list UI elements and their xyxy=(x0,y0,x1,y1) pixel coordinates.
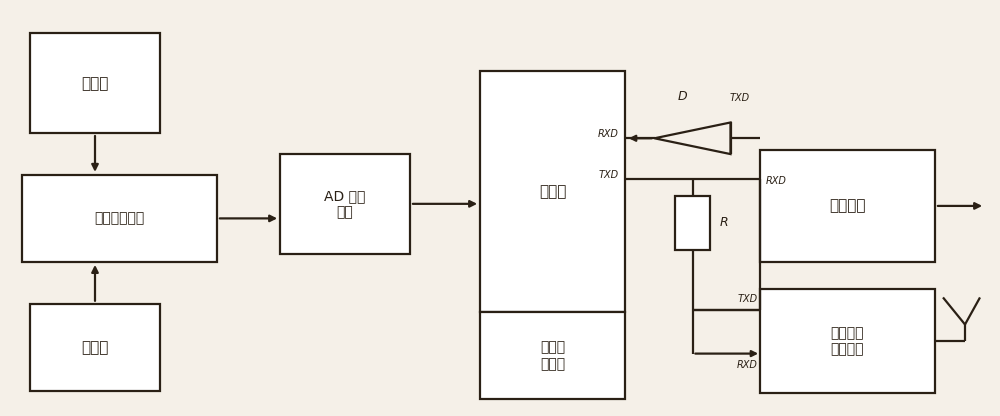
Text: 电位器: 电位器 xyxy=(81,340,109,355)
Text: TXD: TXD xyxy=(730,93,750,103)
FancyBboxPatch shape xyxy=(22,175,217,262)
Text: D: D xyxy=(678,90,687,103)
Text: 单片机: 单片机 xyxy=(539,184,566,199)
Text: 数码显
示模块: 数码显 示模块 xyxy=(540,341,565,371)
Bar xyxy=(675,196,710,250)
FancyBboxPatch shape xyxy=(30,304,160,391)
Text: RXD: RXD xyxy=(737,360,758,370)
Text: RXD: RXD xyxy=(766,176,787,186)
Text: AD 转换
模块: AD 转换 模块 xyxy=(324,189,366,219)
Text: 运算放大模块: 运算放大模块 xyxy=(94,211,145,225)
Text: 通讯模块: 通讯模块 xyxy=(829,198,866,213)
Text: RXD: RXD xyxy=(598,129,619,139)
FancyBboxPatch shape xyxy=(480,312,625,399)
Text: 无线数据
传输模块: 无线数据 传输模块 xyxy=(831,326,864,356)
Text: TXD: TXD xyxy=(738,294,758,304)
FancyBboxPatch shape xyxy=(760,150,935,262)
FancyBboxPatch shape xyxy=(280,154,410,254)
FancyBboxPatch shape xyxy=(760,289,935,393)
Text: TXD: TXD xyxy=(599,170,619,180)
Text: R: R xyxy=(720,216,729,230)
Text: 数码显
示模块: 数码显 示模块 xyxy=(540,341,565,371)
Text: 传感器: 传感器 xyxy=(81,76,109,91)
FancyBboxPatch shape xyxy=(30,33,160,133)
FancyBboxPatch shape xyxy=(480,71,625,312)
